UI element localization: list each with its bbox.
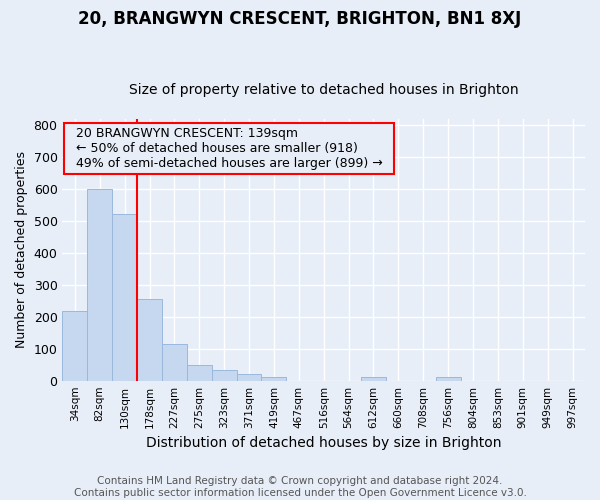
Bar (262, 378, 286, 380)
Bar (187, 364, 212, 380)
Title: Size of property relative to detached houses in Brighton: Size of property relative to detached ho… (129, 83, 518, 97)
Bar (62, 311, 88, 380)
Bar (212, 370, 236, 380)
Text: 20 BRANGWYN CRESCENT: 139sqm  
  ← 50% of detached houses are smaller (918)  
  : 20 BRANGWYN CRESCENT: 139sqm ← 50% of de… (68, 127, 391, 170)
Bar (236, 374, 262, 380)
Bar (162, 344, 187, 381)
Text: Contains HM Land Registry data © Crown copyright and database right 2024.
Contai: Contains HM Land Registry data © Crown c… (74, 476, 526, 498)
X-axis label: Distribution of detached houses by size in Brighton: Distribution of detached houses by size … (146, 436, 502, 450)
Bar (137, 299, 162, 380)
Text: 20, BRANGWYN CRESCENT, BRIGHTON, BN1 8XJ: 20, BRANGWYN CRESCENT, BRIGHTON, BN1 8XJ (79, 10, 521, 28)
Bar (436, 378, 461, 380)
Bar (361, 378, 386, 380)
Bar (88, 189, 112, 380)
Y-axis label: Number of detached properties: Number of detached properties (15, 152, 28, 348)
Bar (112, 214, 137, 380)
